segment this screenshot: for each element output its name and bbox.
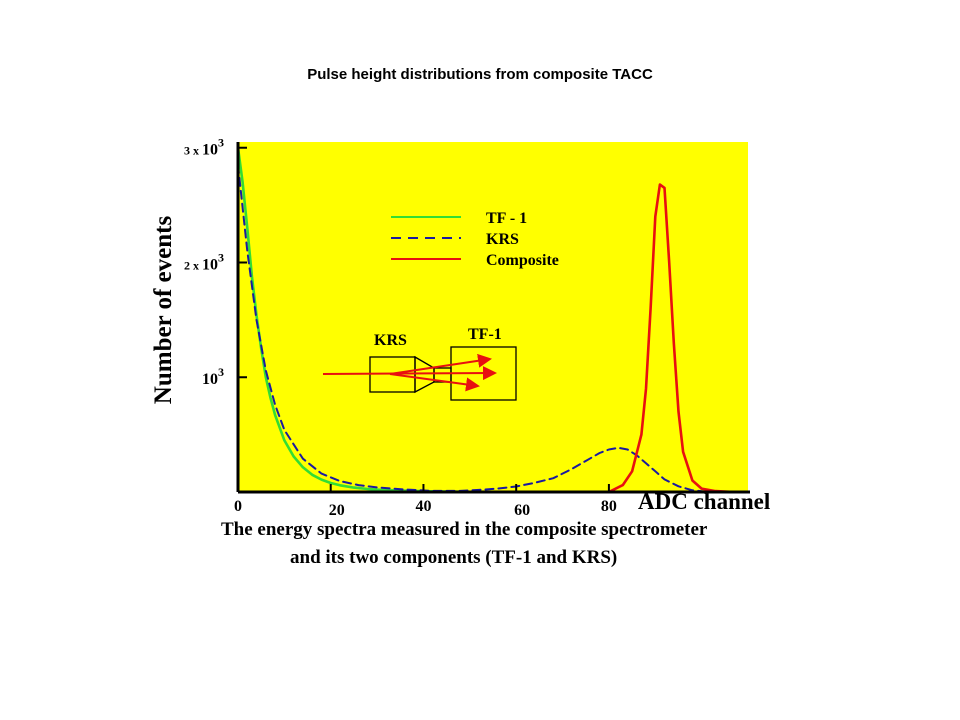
inset-tf1-label: TF-1 <box>468 326 502 343</box>
y-tick-label: 103 <box>202 365 224 388</box>
x-tick-label: 60 <box>514 502 530 519</box>
x-tick-label: 0 <box>234 498 242 515</box>
legend: TF - 1 KRS Composite <box>391 210 559 269</box>
y-axis-label: Number of events <box>150 216 177 405</box>
legend-label: TF - 1 <box>486 210 527 227</box>
x-ticks: 0 20 40 60 80 <box>234 484 617 519</box>
inset-detector-sketch: KRS TF-1 <box>322 326 517 401</box>
inset-krs-label: KRS <box>374 332 407 349</box>
legend-label: Composite <box>486 252 559 269</box>
y-tick-label: 3 x 103 <box>184 136 224 159</box>
caption-line-2: and its two components (TF-1 and KRS) <box>290 547 618 568</box>
series-line-krs <box>237 164 708 493</box>
slide-title: Pulse height distributions from composit… <box>307 66 653 83</box>
x-tick-label: 80 <box>601 498 617 515</box>
y-ticks: 103 2 x 103 3 x 103 <box>184 136 247 388</box>
y-tick-label: 2 x 103 <box>184 250 224 273</box>
particle-arrow-1 <box>322 366 497 381</box>
particle-arrow-2 <box>389 353 492 375</box>
x-tick-label: 40 <box>415 498 431 515</box>
x-axis-label: ADC channel <box>638 489 770 514</box>
x-tick-label: 20 <box>329 502 345 519</box>
legend-label: KRS <box>486 231 519 248</box>
series-line-composite <box>607 183 736 494</box>
plot-background <box>238 142 748 492</box>
caption-line-1: The energy spectra measured in the compo… <box>221 519 708 540</box>
particle-arrow-3 <box>389 373 480 392</box>
